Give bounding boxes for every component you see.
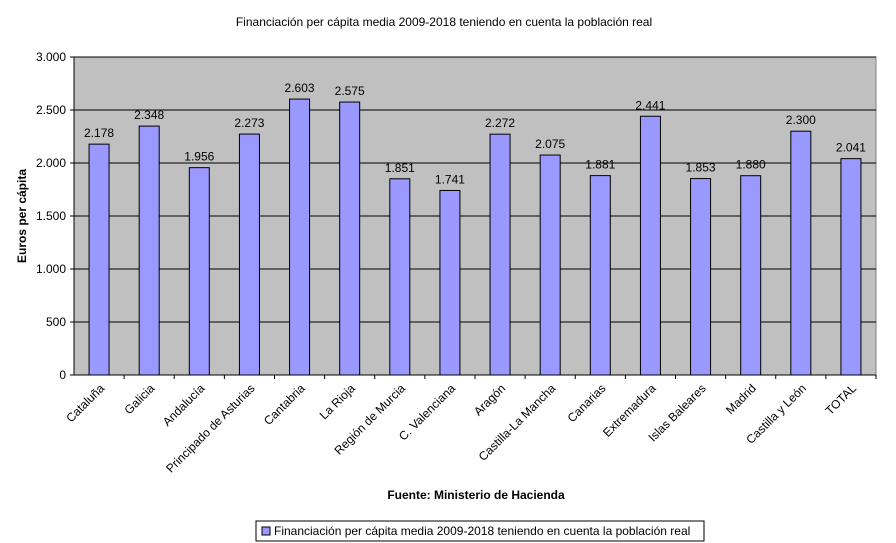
chart-title: Financiación per cápita media 2009-2018 … (236, 15, 652, 29)
value-label: 1.881 (585, 158, 615, 172)
bar (88, 143, 110, 376)
bar (489, 133, 511, 376)
value-label: 2.075 (535, 137, 565, 151)
bar (289, 98, 311, 376)
bar (238, 133, 260, 376)
y-axis-title: Euros per cápita (15, 169, 29, 263)
y-tick-label: 1.500 (36, 209, 66, 223)
x-tick-label: Madrid (723, 381, 759, 417)
value-label: 2.441 (635, 98, 665, 112)
y-tick-labels: 0 500 1.000 1.500 2.000 2.500 3.000 (36, 50, 74, 382)
bars (88, 98, 862, 376)
bar (539, 154, 561, 376)
x-tick-label: Canarias (565, 381, 609, 425)
value-label: 1.851 (385, 161, 415, 175)
value-label: 2.348 (134, 108, 164, 122)
bar (589, 175, 611, 376)
bar (639, 115, 661, 376)
y-tick-label: 2.500 (36, 103, 66, 117)
value-labels: 2.178 2.348 1.956 2.273 2.603 2.575 1.851 1.741… (84, 81, 866, 186)
y-tick-label: 2.000 (36, 156, 66, 170)
bar (389, 178, 411, 376)
value-label: 2.272 (485, 116, 515, 130)
y-tick-label: 0 (59, 368, 66, 382)
legend: Financiación per cápita media 2009-2018 … (255, 520, 705, 542)
x-tick-label: Principado de Asturias (163, 381, 257, 475)
bar (138, 125, 160, 376)
bar (690, 178, 712, 376)
x-tick-label: Galicia (121, 381, 157, 417)
bar (439, 189, 461, 376)
value-label: 2.041 (836, 141, 866, 155)
x-tick-label: Cataluña (63, 381, 107, 425)
value-label: 1.880 (736, 158, 766, 172)
x-tick-label: TOTAL (823, 381, 860, 418)
x-tick-label: Andalucía (160, 381, 208, 429)
value-label: 2.178 (84, 126, 114, 140)
bar (740, 175, 762, 376)
bar (339, 101, 361, 376)
legend-swatch (261, 526, 271, 536)
value-label: 1.741 (435, 172, 465, 186)
y-tick-label: 500 (46, 315, 66, 329)
y-tick-label: 3.000 (36, 50, 66, 64)
bar (790, 130, 812, 376)
bar (840, 158, 862, 376)
value-label: 1.853 (686, 161, 716, 175)
value-label: 1.956 (184, 150, 214, 164)
value-label: 2.300 (786, 113, 816, 127)
y-tick-label: 1.000 (36, 262, 66, 276)
legend-box (255, 520, 705, 542)
bar (188, 167, 210, 376)
x-tick-label: La Rioja (317, 381, 358, 422)
value-label: 2.575 (335, 84, 365, 98)
value-label: 2.273 (234, 116, 264, 130)
x-tick-label: Cantabria (261, 381, 308, 428)
x-axis-title: Fuente: Ministerio de Hacienda (387, 488, 565, 502)
legend-label: Financiación per cápita media 2009-2018 … (274, 524, 690, 538)
x-tick-label: Aragón (471, 381, 508, 418)
value-label: 2.603 (285, 81, 315, 95)
